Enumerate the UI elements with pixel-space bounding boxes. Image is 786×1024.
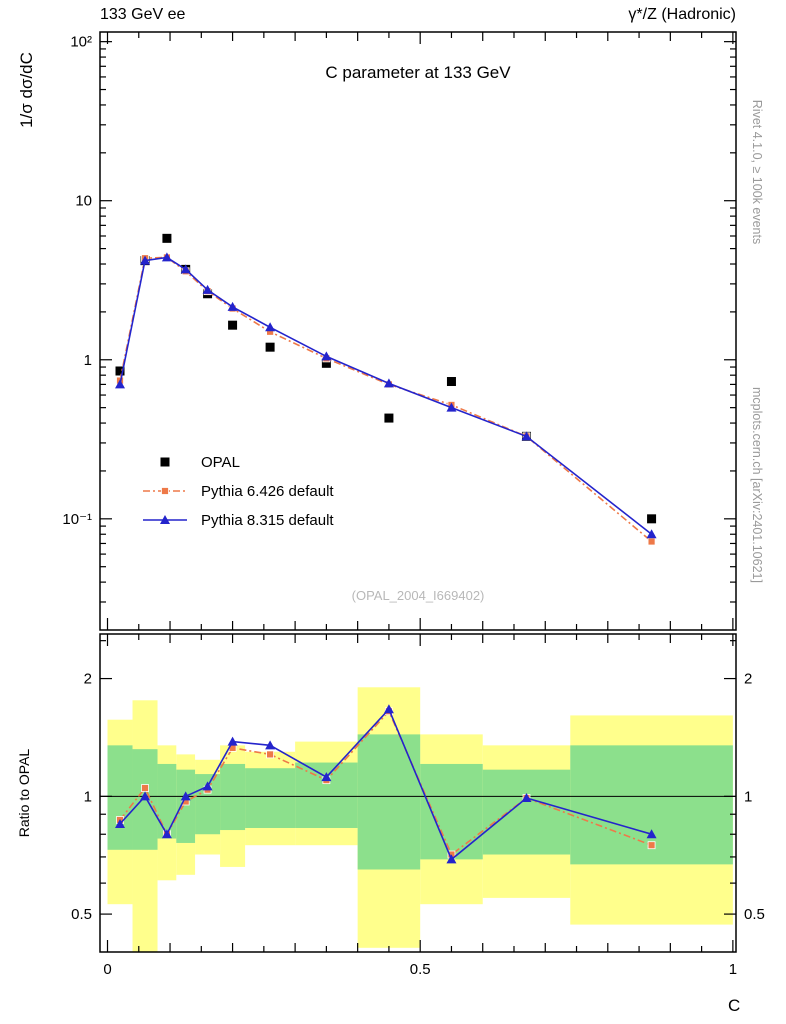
- svg-text:2: 2: [84, 671, 92, 688]
- svg-text:1: 1: [84, 352, 92, 369]
- svg-text:Pythia 6.426 default: Pythia 6.426 default: [201, 483, 334, 500]
- svg-text:1: 1: [84, 788, 92, 805]
- svg-text:Pythia 8.315 default: Pythia 8.315 default: [201, 512, 334, 529]
- svg-text:1: 1: [729, 961, 737, 978]
- svg-text:OPAL: OPAL: [201, 454, 240, 471]
- beam-energy-label: 133 GeV ee: [100, 6, 186, 23]
- svg-text:0: 0: [103, 961, 111, 978]
- svg-text:0.5: 0.5: [410, 961, 431, 978]
- svg-text:1: 1: [744, 788, 752, 805]
- svg-text:C parameter at 133 GeV: C parameter at 133 GeV: [325, 63, 511, 82]
- svg-text:10⁻¹: 10⁻¹: [62, 511, 92, 528]
- process-label: γ*/Z (Hadronic): [628, 6, 736, 23]
- svg-text:10: 10: [75, 193, 92, 210]
- x-axis-title: C: [728, 996, 741, 1015]
- svg-text:0.5: 0.5: [744, 906, 765, 923]
- svg-text:(OPAL_2004_I669402): (OPAL_2004_I669402): [352, 588, 485, 603]
- svg-text:0.5: 0.5: [71, 906, 92, 923]
- svg-text:2: 2: [744, 671, 752, 688]
- svg-text:10²: 10²: [70, 34, 92, 51]
